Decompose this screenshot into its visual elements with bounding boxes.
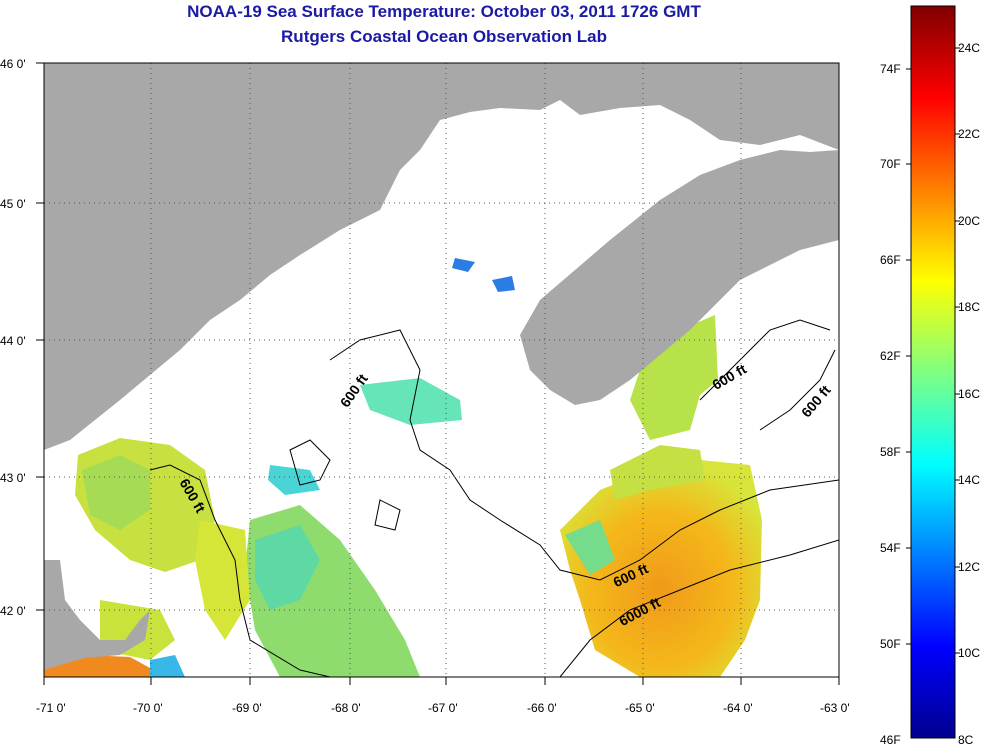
colorbar-c-label: 20C — [958, 214, 981, 228]
lon-tick-label: -64 0' — [723, 701, 753, 715]
lat-tick-label: 45 0' — [0, 197, 26, 211]
lon-tick-label: -71 0' — [36, 701, 66, 715]
map-title: NOAA-19 Sea Surface Temperature: October… — [187, 2, 701, 21]
colorbar-c-label: 14C — [958, 473, 981, 487]
lon-tick-label: -65 0' — [625, 701, 655, 715]
colorbar-c-label: 8C — [958, 733, 974, 747]
colorbar-f-label: 62F — [880, 349, 901, 363]
colorbar-c-label: 24C — [958, 41, 981, 55]
colorbar-f-label: 74F — [880, 62, 901, 76]
colorbar-c-label: 12C — [958, 560, 981, 574]
colorbar-c-label: 22C — [958, 127, 981, 141]
lon-tick-label: -66 0' — [527, 701, 557, 715]
lon-tick-label: -68 0' — [331, 701, 361, 715]
colorbar-c-label: 10C — [958, 646, 981, 660]
axis-ticks — [36, 62, 840, 685]
land — [44, 63, 839, 670]
lon-tick-label: -63 0' — [820, 701, 850, 715]
colorbar-f-label: 70F — [880, 157, 901, 171]
lat-tick-label: 44 0' — [0, 334, 26, 348]
lon-tick-label: -69 0' — [232, 701, 262, 715]
colorbar-ticks — [906, 47, 960, 654]
colorbar-f-label: 58F — [880, 445, 901, 459]
colorbar-f-label: 54F — [880, 541, 901, 555]
colorbar-f-label: 66F — [880, 253, 901, 267]
map-subtitle: Rutgers Coastal Ocean Observation Lab — [281, 27, 607, 46]
colorbar — [910, 5, 956, 739]
colorbar-c-label: 18C — [958, 300, 981, 314]
lon-tick-label: -70 0' — [133, 701, 163, 715]
colorbar-c-label: 16C — [958, 387, 981, 401]
lon-tick-label: -67 0' — [428, 701, 458, 715]
lat-tick-label: 42 0' — [0, 604, 26, 618]
lat-tick-label: 46 0' — [0, 57, 26, 71]
map-frame — [43, 62, 840, 678]
colorbar-f-label: 50F — [880, 637, 901, 651]
colorbar-f-label: 46F — [880, 733, 901, 747]
lat-tick-label: 43 0' — [0, 471, 26, 485]
